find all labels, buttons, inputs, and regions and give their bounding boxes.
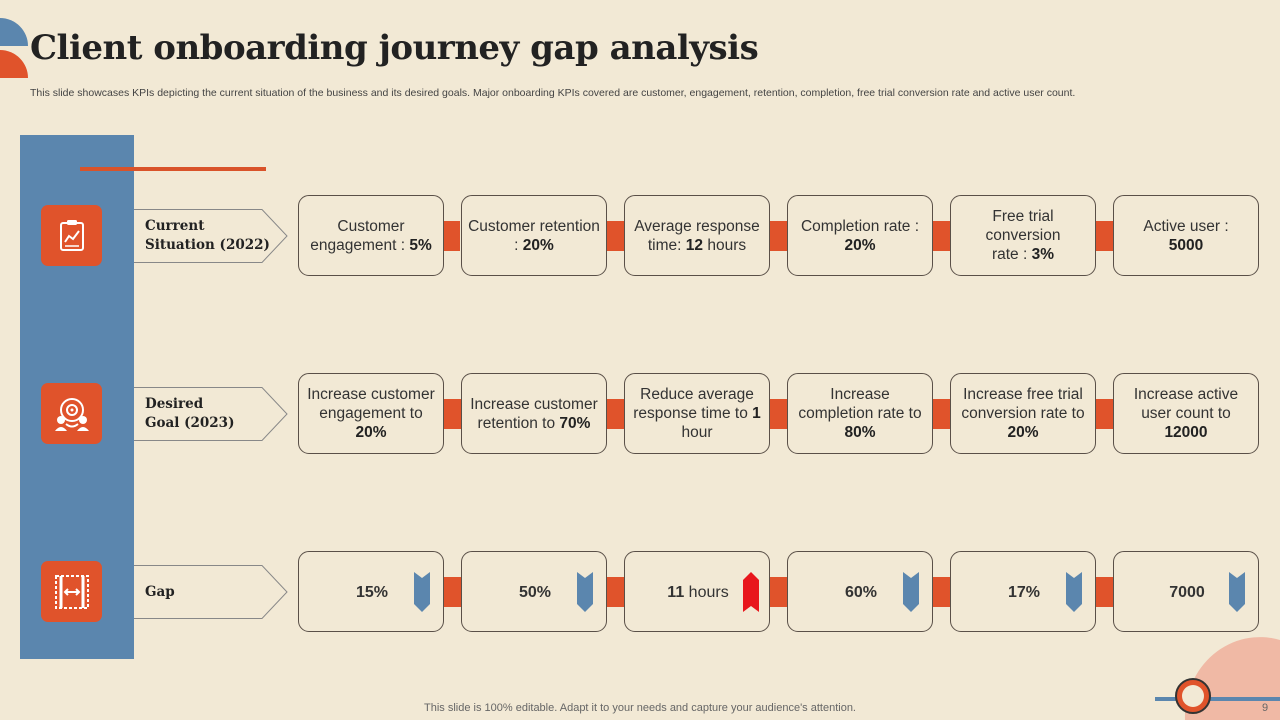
row-label-current: Current Situation (2022) xyxy=(134,209,290,263)
gap-value: 17% xyxy=(1007,584,1041,601)
page-subtitle: This slide showcases KPIs depicting the … xyxy=(30,87,1076,99)
decrease-marker-icon xyxy=(414,572,430,612)
row-label-desired: Desired Goal (2023) xyxy=(134,387,290,441)
gap-value: 15% xyxy=(355,584,389,601)
decrease-marker-icon xyxy=(903,572,919,612)
footer-note: This slide is 100% editable. Adapt it to… xyxy=(424,702,856,714)
kpi-card-current: Average response time: 12 hours xyxy=(624,195,770,276)
kpi-card-desired: Reduce average response time to 1 hour xyxy=(624,373,770,454)
gap-card: 17% xyxy=(950,551,1096,632)
kpi-card-desired: Increase active user count to 12000 xyxy=(1113,373,1259,454)
kpi-card-current: Completion rate : 20% xyxy=(787,195,933,276)
gap-value: 60% xyxy=(844,584,878,601)
kpi-card-desired: Increase customer retention to 70% xyxy=(461,373,607,454)
page-title: Client onboarding journey gap analysis xyxy=(30,28,759,68)
gap-card: 7000 xyxy=(1113,551,1259,632)
gap-card: 11 hours xyxy=(624,551,770,632)
row-label-desired-text: Desired Goal (2023) xyxy=(145,396,235,431)
kpi-card-desired: Increase free trial conversion rate to 2… xyxy=(950,373,1096,454)
decrease-marker-icon xyxy=(1229,572,1245,612)
gap-card: 15% xyxy=(298,551,444,632)
kpi-card-desired: Increase completion rate to 80% xyxy=(787,373,933,454)
kpi-card-current: Customer engagement : 5% xyxy=(298,195,444,276)
connector xyxy=(440,221,460,251)
page-number: 9 xyxy=(1262,702,1269,714)
alert-marker-icon xyxy=(743,572,759,612)
row-label-current-text: Current Situation (2022) xyxy=(145,218,270,253)
gap-value: 7000 xyxy=(1169,584,1205,601)
row-label-gap: Gap xyxy=(134,565,290,619)
accent-line xyxy=(80,167,266,171)
gap-measure-icon xyxy=(41,561,102,622)
corner-decoration xyxy=(0,18,28,78)
row-label-gap-text: Gap xyxy=(145,583,175,600)
decrease-marker-icon xyxy=(577,572,593,612)
gap-card: 50% xyxy=(461,551,607,632)
kpi-card-desired: Increase customer engagement to 20% xyxy=(298,373,444,454)
gap-value: 11 hours xyxy=(667,584,729,601)
team-goal-icon xyxy=(41,383,102,444)
kpi-card-current: Active user : 5000 xyxy=(1113,195,1259,276)
decrease-marker-icon xyxy=(1066,572,1082,612)
kpi-card-current: Free trial conversion rate : 3% xyxy=(950,195,1096,276)
report-document-icon xyxy=(41,205,102,266)
gap-value: 50% xyxy=(518,584,552,601)
kpi-card-current: Customer retention : 20% xyxy=(461,195,607,276)
corner-decoration-bottom xyxy=(1155,637,1280,720)
gap-card: 60% xyxy=(787,551,933,632)
